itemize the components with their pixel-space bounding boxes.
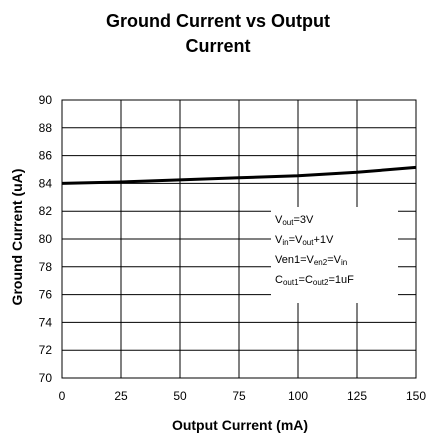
annotation-line: Vout=3V [275, 214, 314, 227]
annotation-line: Vin=Vout+1V [275, 234, 334, 247]
chart-title-line-2: Current [185, 36, 250, 56]
x-tick-label: 0 [59, 389, 66, 403]
y-tick-label: 76 [39, 288, 53, 302]
y-tick-label: 82 [39, 204, 53, 218]
chart-title-line-1: Ground Current vs Output [106, 11, 330, 31]
x-tick-label: 25 [114, 389, 128, 403]
y-tick-label: 88 [39, 121, 53, 135]
y-tick-label: 78 [39, 260, 53, 274]
series-lines [61, 165, 417, 185]
conditions-annotation-box: Vout=3V Vin=Vout+1V Ven1=Ven2=Vin Cout1=Cou… [271, 207, 398, 303]
x-tick-label: 75 [232, 389, 246, 403]
y-tick-label: 84 [39, 176, 53, 190]
y-tick-label: 74 [39, 315, 53, 329]
series-line-0 [61, 165, 417, 185]
annotation-line: Ven1=Ven2=Vin [275, 254, 347, 267]
plot-area-frame [61, 99, 417, 379]
x-tick-label: 100 [288, 389, 308, 403]
x-tick-label: 150 [406, 389, 426, 403]
x-tick-label: 50 [173, 389, 187, 403]
y-tick-label: 80 [39, 232, 53, 246]
annotation-line: Cout1=Cout2=1uF [275, 274, 354, 287]
y-tick-label: 90 [39, 93, 53, 107]
y-tick-label: 72 [39, 343, 53, 357]
annotation-background [271, 207, 398, 303]
y-axis-label: Ground Current (uA) [9, 169, 25, 306]
y-tick-label: 70 [39, 371, 53, 385]
x-axis-ticks: 0 25 50 75 100 125 150 [59, 389, 427, 403]
y-tick-label: 86 [39, 149, 53, 163]
x-axis-label: Output Current (mA) [172, 417, 308, 433]
y-axis-ticks: 70 72 74 76 78 80 82 84 86 88 90 [39, 93, 53, 385]
x-tick-label: 125 [347, 389, 367, 403]
